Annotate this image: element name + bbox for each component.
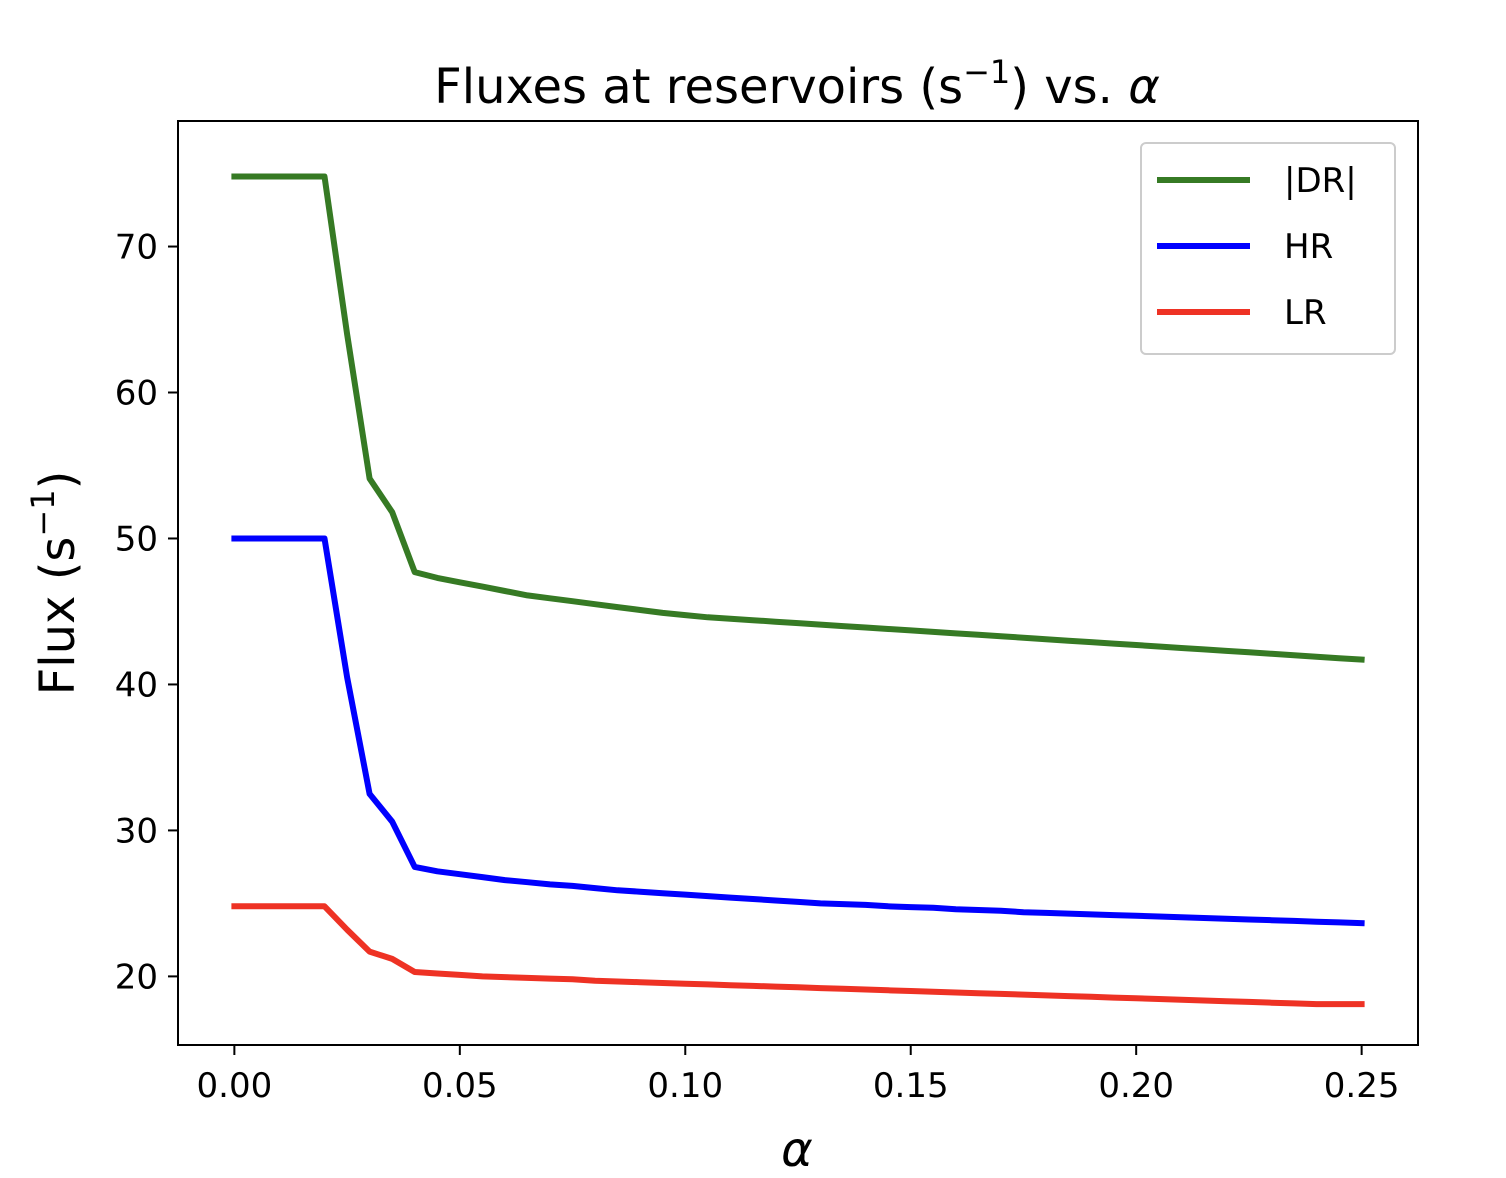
x-tick-label: 0.05: [422, 1066, 498, 1106]
ticks-group: 0.00 0.05 0.10 0.15 0.20 0.25 20 30 40 50 60 70: [115, 228, 1400, 1106]
series-line-2: [231, 903, 1365, 1008]
y-tick-label: 20: [115, 957, 158, 997]
chart-title: Fluxes at reservoirs (s−1) vs. α: [434, 53, 1160, 115]
y-tick-label: 50: [115, 519, 158, 559]
series-line-0: [231, 173, 1365, 663]
chart-title-superscript: −1: [963, 53, 1010, 91]
chart-title-symbol: α: [1128, 59, 1160, 115]
legend: |DR| HR LR: [1140, 142, 1396, 355]
x-tick-label: 0.20: [1098, 1066, 1174, 1106]
y-tick-label: 70: [115, 228, 158, 268]
x-tick-label: 0.15: [873, 1066, 949, 1106]
legend-label: |DR|: [1284, 161, 1357, 201]
y-axis-label-superscript: −1: [24, 489, 62, 536]
legend-box: [1140, 142, 1396, 355]
y-tick-label: 60: [115, 374, 158, 414]
legend-label: LR: [1284, 293, 1327, 333]
y-axis-label-prefix: Flux (s: [30, 537, 86, 696]
y-tick-label: 40: [115, 665, 158, 705]
x-tick-label: 0.10: [647, 1066, 723, 1106]
y-axis-label-suffix: ): [30, 471, 86, 490]
y-axis-label: Flux (s−1): [24, 471, 86, 696]
x-tick-label: 0.00: [197, 1066, 273, 1106]
legend-label: HR: [1284, 227, 1333, 267]
plot-frame: [177, 120, 1419, 1046]
chart-title-suffix: ) vs.: [1010, 59, 1128, 115]
chart-title-prefix: Fluxes at reservoirs (s: [434, 59, 963, 115]
x-tick-label: 0.25: [1324, 1066, 1400, 1106]
x-axis-label: α: [781, 1122, 813, 1178]
series-line-1: [231, 535, 1365, 927]
y-tick-label: 30: [115, 811, 158, 851]
series-group: [231, 173, 1365, 1008]
